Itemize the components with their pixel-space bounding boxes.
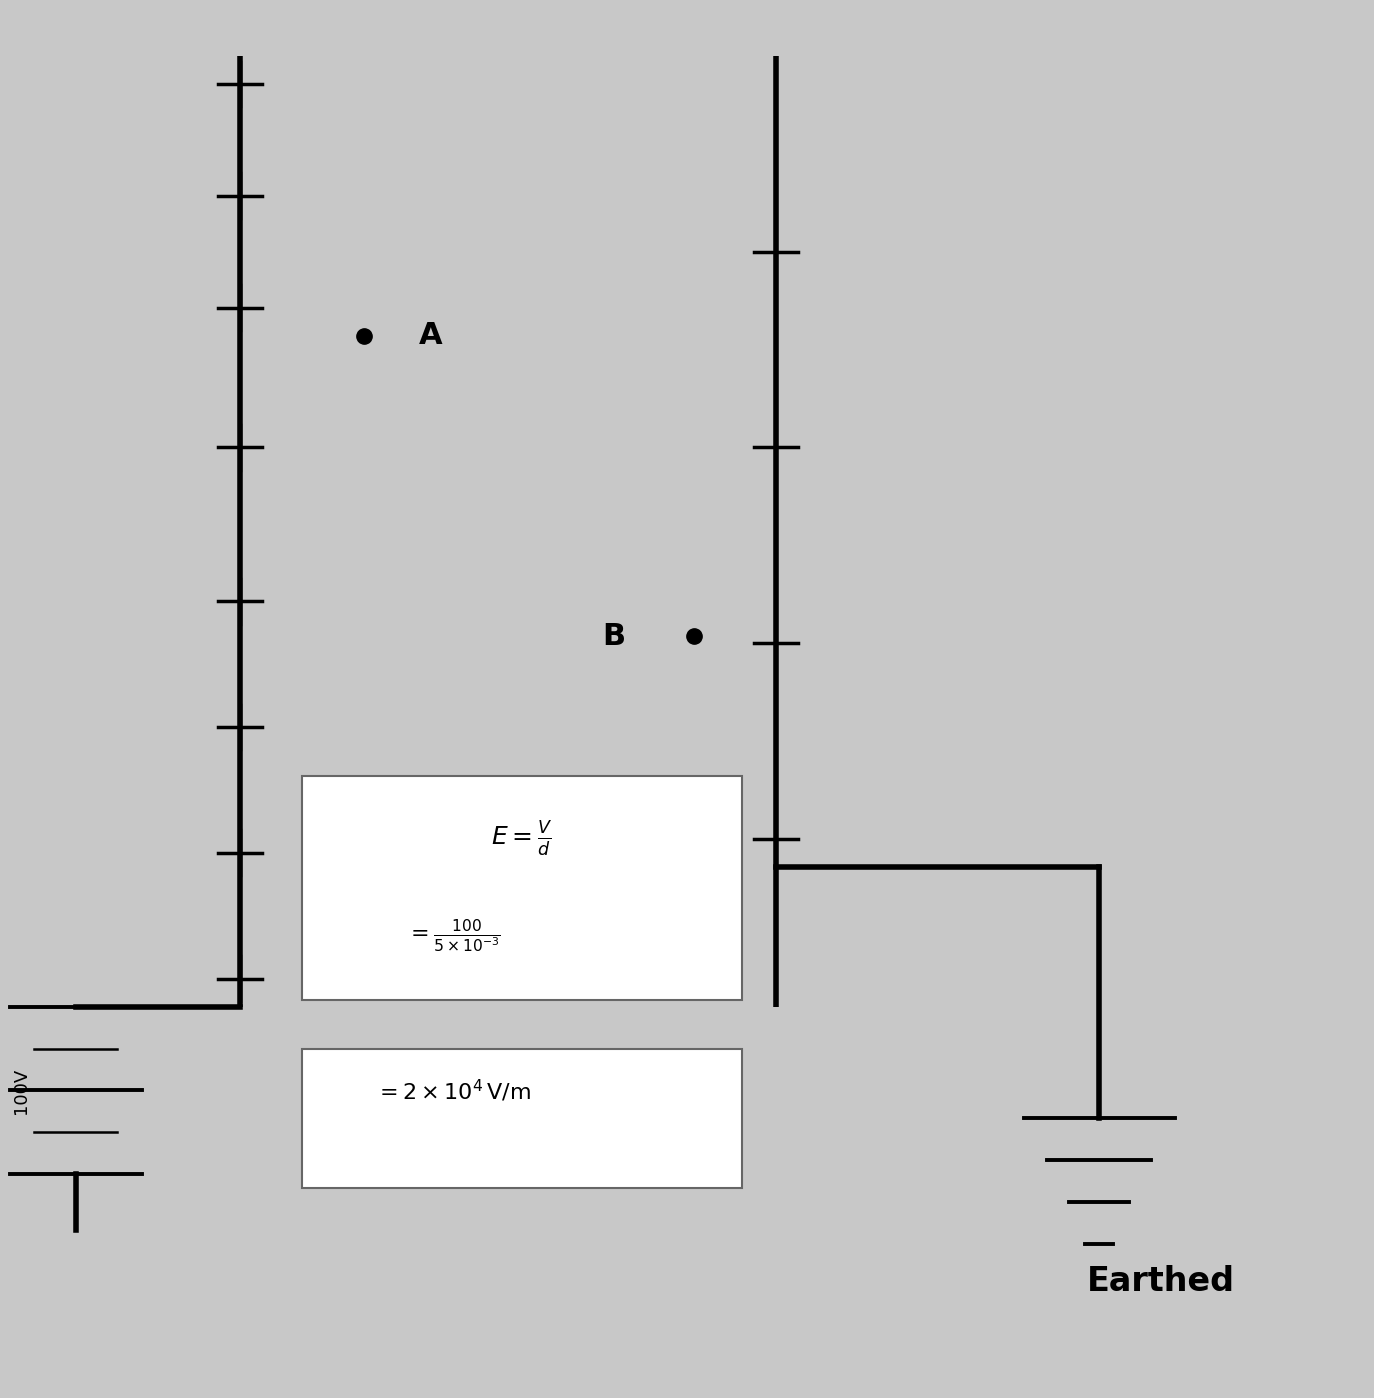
Bar — [302, 1048, 742, 1188]
Text: B: B — [602, 622, 625, 650]
Text: $E = \frac{V}{d}$: $E = \frac{V}{d}$ — [492, 819, 552, 858]
Bar — [302, 776, 742, 1000]
Text: $= 2 \times 10^4 \, \mathrm{V/m}$: $= 2 \times 10^4 \, \mathrm{V/m}$ — [375, 1078, 532, 1103]
Text: 100V: 100V — [11, 1067, 30, 1114]
Text: Earthed: Earthed — [1087, 1265, 1235, 1299]
Text: A: A — [419, 322, 442, 350]
Text: $= \frac{100}{5 \times 10^{-3}}$: $= \frac{100}{5 \times 10^{-3}}$ — [407, 918, 500, 955]
